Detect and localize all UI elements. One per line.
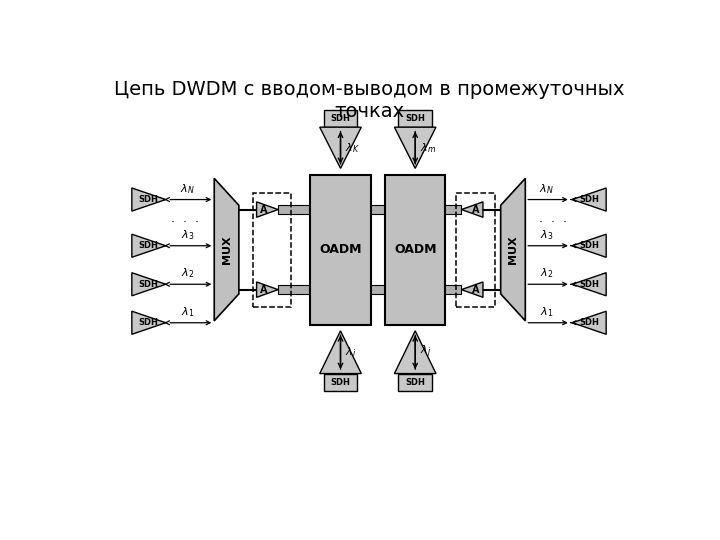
Polygon shape: [462, 282, 483, 298]
Text: A: A: [472, 285, 480, 295]
Polygon shape: [256, 202, 278, 217]
Text: A: A: [260, 285, 268, 295]
Polygon shape: [572, 273, 606, 296]
Bar: [253, 193, 291, 307]
Text: A: A: [472, 205, 480, 214]
Polygon shape: [572, 311, 606, 334]
Text: SDH: SDH: [580, 280, 599, 289]
Text: SDH: SDH: [405, 114, 425, 123]
Bar: [278, 205, 462, 214]
Text: $\lambda_2$: $\lambda_2$: [181, 267, 194, 280]
Polygon shape: [395, 331, 436, 374]
Text: $\lambda_i$: $\lambda_i$: [345, 345, 356, 359]
Bar: [385, 174, 445, 325]
Text: $\lambda_1$: $\lambda_1$: [181, 305, 194, 319]
Text: $\lambda_1$: $\lambda_1$: [540, 305, 553, 319]
Text: Цепь DWDM с вводом-выводом в промежуточных
точках: Цепь DWDM с вводом-выводом в промежуточн…: [114, 80, 624, 121]
Text: ·  ·  ·: · · ·: [539, 216, 567, 229]
Polygon shape: [572, 234, 606, 257]
Text: OADM: OADM: [319, 243, 361, 256]
Text: $\lambda_m$: $\lambda_m$: [420, 141, 436, 154]
Polygon shape: [462, 202, 483, 217]
Bar: [456, 193, 495, 307]
Polygon shape: [132, 311, 166, 334]
Polygon shape: [132, 273, 166, 296]
Text: SDH: SDH: [580, 318, 599, 327]
Polygon shape: [320, 127, 361, 168]
Text: MUX: MUX: [222, 235, 232, 264]
Polygon shape: [256, 282, 278, 298]
Bar: [310, 174, 371, 325]
Polygon shape: [500, 178, 526, 321]
Polygon shape: [132, 234, 166, 257]
Text: A: A: [260, 205, 268, 214]
Polygon shape: [572, 188, 606, 211]
Text: SDH: SDH: [330, 377, 351, 387]
Polygon shape: [395, 127, 436, 168]
Text: $\lambda_N$: $\lambda_N$: [180, 182, 195, 195]
Polygon shape: [320, 331, 361, 374]
Text: SDH: SDH: [330, 114, 351, 123]
Bar: [323, 374, 357, 390]
Text: SDH: SDH: [580, 241, 599, 250]
Bar: [398, 110, 432, 127]
Text: SDH: SDH: [139, 318, 158, 327]
Text: SDH: SDH: [580, 195, 599, 204]
Text: MUX: MUX: [508, 235, 518, 264]
Text: $\lambda_2$: $\lambda_2$: [540, 267, 553, 280]
Bar: [398, 374, 432, 390]
Polygon shape: [215, 178, 239, 321]
Bar: [278, 285, 462, 294]
Bar: [323, 110, 357, 127]
Text: $\lambda_j$: $\lambda_j$: [420, 344, 431, 360]
Text: SDH: SDH: [139, 280, 158, 289]
Text: $\lambda_N$: $\lambda_N$: [539, 182, 554, 195]
Text: SDH: SDH: [405, 377, 425, 387]
Text: $\lambda_3$: $\lambda_3$: [540, 228, 553, 242]
Text: OADM: OADM: [394, 243, 436, 256]
Text: $\lambda_K$: $\lambda_K$: [345, 141, 360, 154]
Polygon shape: [132, 188, 166, 211]
Text: ·  ·  ·: · · ·: [171, 216, 199, 229]
Text: $\lambda_3$: $\lambda_3$: [181, 228, 194, 242]
Text: SDH: SDH: [139, 241, 158, 250]
Text: SDH: SDH: [139, 195, 158, 204]
